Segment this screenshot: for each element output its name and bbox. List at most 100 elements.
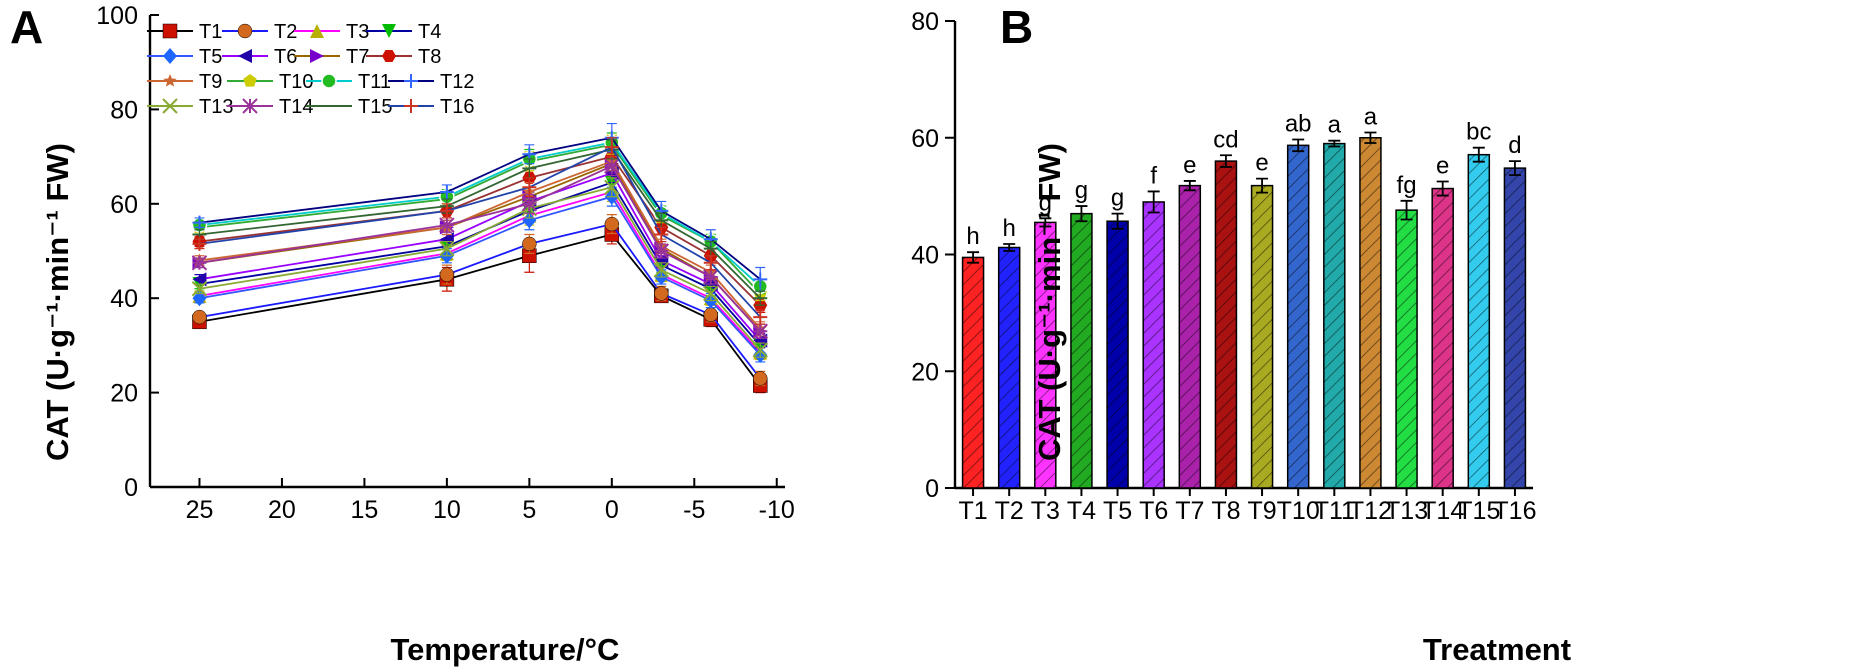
legend-marker xyxy=(404,99,418,113)
data-point xyxy=(753,310,768,325)
x-tick-label: T6 xyxy=(1139,497,1168,525)
panel-b-label: B xyxy=(1000,1,1033,53)
bar xyxy=(1106,220,1129,489)
legend-marker xyxy=(404,74,418,88)
bar xyxy=(1214,160,1238,489)
data-point xyxy=(191,255,208,271)
x-tick-label: T3 xyxy=(1031,497,1060,525)
x-tick-label: T5 xyxy=(1103,497,1132,525)
series-t16 xyxy=(192,137,768,325)
bar xyxy=(1359,137,1382,489)
data-point xyxy=(604,140,619,155)
legend-label: T11 xyxy=(358,71,391,93)
significance-label: g xyxy=(1039,189,1052,216)
significance-label: f xyxy=(1150,162,1157,189)
data-point xyxy=(192,236,207,251)
legend-label: T3 xyxy=(346,21,369,43)
data-point xyxy=(654,286,669,301)
legend-marker xyxy=(310,49,324,63)
bar-group-t16: T16 d xyxy=(1493,132,1536,525)
legend-label: T16 xyxy=(440,96,474,118)
error-bar xyxy=(1508,160,1521,177)
data-point xyxy=(439,240,455,257)
bar-group-t2: T2 h xyxy=(995,215,1024,525)
panel-a-x-tick-label: 15 xyxy=(351,496,379,524)
error-bar xyxy=(1364,131,1377,144)
panel-a-x-tick-label: -10 xyxy=(759,496,795,524)
legend-item-t7: T7 xyxy=(294,46,369,68)
panel-a-y-tick-label: 100 xyxy=(96,2,138,30)
data-point xyxy=(653,262,670,278)
legend-marker xyxy=(242,98,258,114)
error-bar xyxy=(1183,180,1196,192)
panel-a-legend: T1 T2 T3 T4 T5 T6 T7 T8 T9 T10 T11 T12 T13 T14 T15 T16 xyxy=(147,21,474,118)
panel-a-y-tick-label: 40 xyxy=(110,285,138,313)
bar xyxy=(1070,212,1093,489)
data-point xyxy=(192,290,207,307)
error-bar xyxy=(1219,154,1232,168)
significance-label: cd xyxy=(1213,126,1238,153)
error-bar xyxy=(1328,139,1341,148)
panel-a-axes: 0 20 40 60 80 100 25 20 15 10 5 0 -5 -10 xyxy=(96,2,795,524)
panel-a-y-tick-label: 80 xyxy=(110,96,138,124)
significance-label: bc xyxy=(1466,119,1491,146)
error-bar xyxy=(1003,243,1016,252)
significance-label: a xyxy=(1328,112,1342,139)
legend-item-t12: T12 xyxy=(388,71,474,93)
legend-label: T5 xyxy=(199,46,222,68)
x-tick-label: T11 xyxy=(1314,497,1355,525)
bar-group-t1: T1 h xyxy=(958,223,987,525)
error-bar xyxy=(1292,138,1305,153)
legend-item-t9: T9 xyxy=(147,71,222,93)
significance-label: e xyxy=(1255,150,1268,177)
legend-item-t5: T5 xyxy=(147,46,222,68)
data-point xyxy=(522,236,537,252)
bar xyxy=(1286,144,1310,489)
legend-label: T2 xyxy=(274,21,297,43)
error-bar xyxy=(967,251,980,264)
error-bar xyxy=(1147,190,1160,214)
x-tick-label: T8 xyxy=(1211,497,1240,525)
bar xyxy=(997,246,1021,489)
bar xyxy=(961,256,985,489)
bar xyxy=(1431,187,1454,489)
x-tick-label: T7 xyxy=(1175,497,1204,525)
x-tick-label: T10 xyxy=(1277,497,1320,525)
error-bar xyxy=(1039,217,1052,228)
data-point xyxy=(654,253,669,268)
data-point xyxy=(703,269,719,285)
panel-b-y-tick-label: 60 xyxy=(911,125,939,153)
data-point xyxy=(439,185,454,199)
bar xyxy=(1250,184,1274,489)
legend-item-t6: T6 xyxy=(222,46,297,68)
legend-marker xyxy=(238,49,252,63)
panel-b-y-axis-title: CAT (U·g⁻¹·min⁻¹ FW) xyxy=(1032,143,1067,461)
significance-label: a xyxy=(1364,103,1378,130)
error-bar xyxy=(1436,180,1449,197)
bar-group-t11: T11 a xyxy=(1314,112,1355,525)
legend-item-t8: T8 xyxy=(366,46,441,68)
data-point xyxy=(703,285,719,302)
legend-marker xyxy=(162,98,178,114)
data-point xyxy=(439,217,455,233)
panel-a-x-tick-label: 5 xyxy=(522,496,536,524)
panel-a-y-axis-title: CAT (U·g⁻¹·min⁻¹ FW) xyxy=(40,143,75,461)
data-point xyxy=(439,267,455,282)
legend-marker xyxy=(163,74,177,87)
panel-b-bar-chart: B 0 20 40 60 80 T1 h T2 h T3 g T4 g T5 g T6 f T7 e T8 cd T9 e… xyxy=(911,1,1571,667)
data-point xyxy=(753,333,768,348)
panel-b-bars: T1hT2hT3gT4gT5gT6fT7eT8cdT9eT10abT11aT12… xyxy=(958,103,1536,525)
panel-a-y-tick-label: 20 xyxy=(110,380,138,408)
legend-marker xyxy=(243,74,257,87)
data-point xyxy=(439,232,454,247)
significance-label: d xyxy=(1508,132,1521,159)
panel-b-y-tick-label: 0 xyxy=(925,475,939,503)
significance-label: h xyxy=(966,223,979,250)
legend-item-t14: T14 xyxy=(227,96,313,118)
x-tick-label: T1 xyxy=(958,497,987,525)
legend-marker xyxy=(310,24,324,38)
legend-marker xyxy=(162,23,178,39)
panel-a-x-tick-label: 0 xyxy=(605,496,619,524)
bar-group-t5: T5 g xyxy=(1103,185,1132,525)
significance-label: h xyxy=(1003,215,1016,242)
